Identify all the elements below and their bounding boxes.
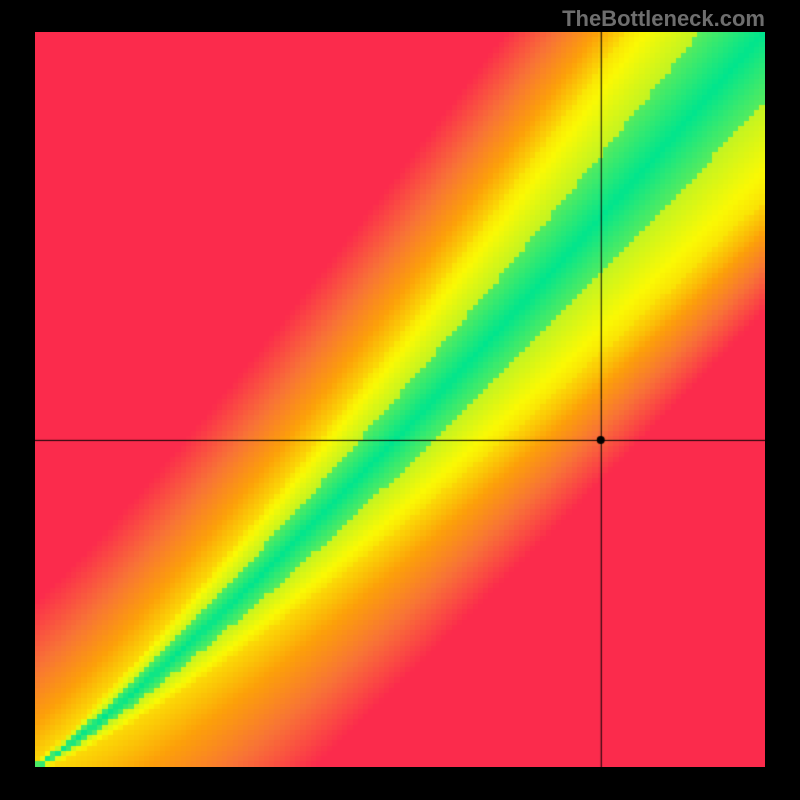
bottleneck-heatmap <box>35 32 765 767</box>
watermark-text: TheBottleneck.com <box>562 6 765 32</box>
